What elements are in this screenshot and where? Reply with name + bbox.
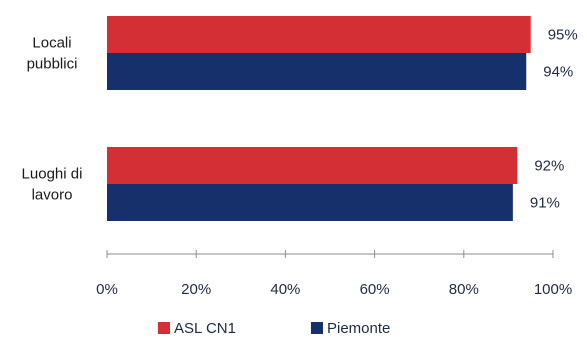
legend-swatch-piemonte bbox=[310, 322, 323, 334]
legend-item-asl: ASL CN1 bbox=[158, 320, 236, 337]
data-label-1-0: 92% bbox=[534, 158, 564, 175]
category-label-0-1: pubblici bbox=[27, 56, 78, 73]
x-tick-label-2: 40% bbox=[270, 281, 300, 298]
category-label-1-0: Luoghi di bbox=[22, 166, 83, 183]
x-tick-label-0: 0% bbox=[96, 281, 118, 298]
legend-item-piemonte: Piemonte bbox=[310, 319, 391, 337]
x-axis: 0% 20% 40% 60% 80% 100% bbox=[96, 250, 572, 298]
bar-1-0 bbox=[107, 147, 518, 184]
x-tick-label-3: 60% bbox=[360, 281, 390, 298]
category-label-0-0: Locali bbox=[32, 35, 71, 52]
legend-label-asl: ASL CN1 bbox=[174, 319, 236, 337]
data-label-1-1: 91% bbox=[530, 195, 560, 212]
data-label-0-0: 95% bbox=[548, 27, 578, 44]
legend: ASL CN1 Piemonte bbox=[158, 318, 465, 338]
category-label-1-1: lavoro bbox=[32, 187, 73, 204]
bars-layer: 95% 94% 92% 91% bbox=[107, 16, 578, 221]
x-tick-label-4: 80% bbox=[449, 281, 479, 298]
x-tick-label-1: 20% bbox=[181, 281, 211, 298]
bar-1-1 bbox=[107, 184, 513, 221]
x-tick-label-5: 100% bbox=[534, 281, 572, 298]
category-labels: Locali pubblici Luoghi di lavoro bbox=[22, 35, 83, 204]
legend-swatch-asl bbox=[158, 322, 170, 334]
bar-0-0 bbox=[107, 16, 531, 53]
legend-label-piemonte: Piemonte bbox=[326, 319, 391, 337]
bar-0-1 bbox=[107, 53, 527, 90]
data-label-0-1: 94% bbox=[543, 64, 573, 81]
